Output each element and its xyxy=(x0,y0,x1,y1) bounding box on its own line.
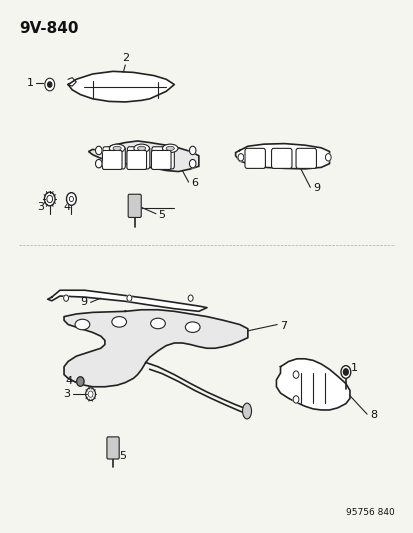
Circle shape xyxy=(292,371,298,378)
FancyBboxPatch shape xyxy=(128,194,141,217)
Circle shape xyxy=(292,395,298,403)
Text: 4: 4 xyxy=(64,202,71,212)
Ellipse shape xyxy=(242,403,251,419)
Circle shape xyxy=(44,192,55,206)
Text: 8: 8 xyxy=(370,410,377,420)
Text: 3: 3 xyxy=(63,389,70,399)
Circle shape xyxy=(45,78,55,91)
Ellipse shape xyxy=(162,144,178,152)
Polygon shape xyxy=(235,143,329,169)
Text: 9: 9 xyxy=(313,183,320,193)
Ellipse shape xyxy=(113,146,121,150)
Circle shape xyxy=(95,146,102,155)
Text: 6: 6 xyxy=(191,178,198,188)
FancyBboxPatch shape xyxy=(127,150,146,169)
Polygon shape xyxy=(47,290,206,311)
FancyBboxPatch shape xyxy=(102,150,122,169)
Polygon shape xyxy=(276,359,349,410)
Ellipse shape xyxy=(133,144,149,152)
Ellipse shape xyxy=(112,317,126,327)
Text: 4: 4 xyxy=(65,376,72,386)
Circle shape xyxy=(76,377,84,386)
FancyBboxPatch shape xyxy=(107,437,119,459)
Text: 1: 1 xyxy=(26,78,33,88)
Text: 5: 5 xyxy=(158,210,165,220)
Ellipse shape xyxy=(150,318,165,329)
Ellipse shape xyxy=(137,146,145,150)
Text: 5: 5 xyxy=(119,451,126,462)
Circle shape xyxy=(95,159,102,168)
Text: 7: 7 xyxy=(280,320,287,330)
Text: 2: 2 xyxy=(121,53,128,63)
Text: 1: 1 xyxy=(350,363,357,373)
Text: 9: 9 xyxy=(81,297,88,308)
Ellipse shape xyxy=(75,319,90,330)
Circle shape xyxy=(340,366,350,378)
Circle shape xyxy=(47,82,52,87)
Circle shape xyxy=(66,192,76,205)
Circle shape xyxy=(237,154,243,161)
FancyBboxPatch shape xyxy=(151,150,171,169)
FancyBboxPatch shape xyxy=(127,147,150,169)
Circle shape xyxy=(325,154,330,161)
Circle shape xyxy=(188,295,192,301)
Circle shape xyxy=(189,159,195,168)
Circle shape xyxy=(127,295,131,301)
Text: 95756 840: 95756 840 xyxy=(345,508,394,517)
Ellipse shape xyxy=(109,144,125,152)
Polygon shape xyxy=(68,78,76,86)
Circle shape xyxy=(343,369,347,375)
FancyBboxPatch shape xyxy=(244,148,265,168)
Ellipse shape xyxy=(185,322,199,333)
Circle shape xyxy=(189,146,195,155)
FancyBboxPatch shape xyxy=(152,147,174,169)
Polygon shape xyxy=(64,310,247,387)
Polygon shape xyxy=(88,141,198,172)
FancyBboxPatch shape xyxy=(102,147,125,169)
FancyBboxPatch shape xyxy=(295,148,316,168)
FancyBboxPatch shape xyxy=(271,148,291,168)
Text: 3: 3 xyxy=(37,202,44,212)
Circle shape xyxy=(64,295,69,301)
Text: 9V-840: 9V-840 xyxy=(19,21,78,36)
Circle shape xyxy=(85,388,95,400)
Polygon shape xyxy=(68,71,174,102)
Ellipse shape xyxy=(166,146,174,150)
